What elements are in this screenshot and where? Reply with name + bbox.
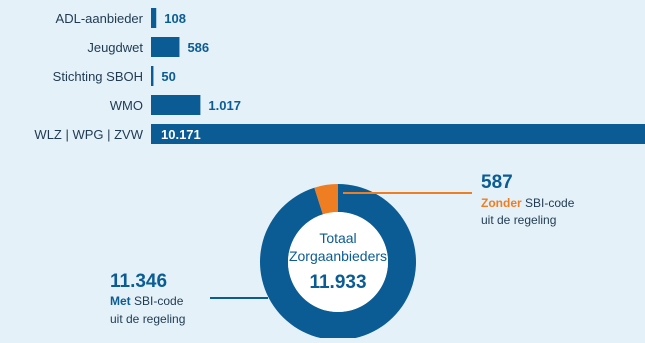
category-label: WMO bbox=[110, 98, 143, 113]
donut-center-line2: Zorgaanbieders bbox=[289, 248, 387, 264]
bar-chart: ADL-aanbieder 108 Jeugdwet 586 Stichting SBO… bbox=[34, 8, 645, 144]
slice-desc2-met: uit de regeling bbox=[110, 312, 185, 326]
category-label: Stichting SBOH bbox=[53, 69, 143, 84]
bar bbox=[151, 95, 201, 115]
donut-chart: Totaal Zorgaanbieders 11.933 587 Zonder … bbox=[110, 172, 575, 341]
slice-desc-rest-met: SBI-code bbox=[131, 294, 184, 308]
slice-desc-met: Met SBI-code bbox=[110, 294, 184, 308]
bar-value-label: 1.017 bbox=[208, 98, 241, 113]
slice-desc2-zonder: uit de regeling bbox=[481, 213, 556, 227]
slice-desc-bold-met: Met bbox=[110, 294, 131, 308]
bar bbox=[151, 8, 157, 28]
bar-value-label: 108 bbox=[164, 11, 186, 26]
donut-hole bbox=[288, 212, 388, 312]
donut-slices bbox=[259, 184, 416, 341]
donut-slice-met bbox=[259, 184, 416, 341]
donut-center-line1: Totaal bbox=[319, 230, 356, 246]
slice-desc-bold-zonder: Zonder bbox=[481, 196, 522, 210]
slice-desc-rest-zonder: SBI-code bbox=[522, 196, 575, 210]
bar bbox=[151, 124, 645, 144]
bar-value-label: 50 bbox=[161, 69, 175, 84]
slice-value-met: 11.346 bbox=[110, 271, 167, 292]
bar-value-label: 586 bbox=[187, 40, 209, 55]
category-label: ADL-aanbieder bbox=[56, 11, 144, 26]
donut-center-value: 11.933 bbox=[309, 272, 366, 293]
slice-desc-zonder: Zonder SBI-code bbox=[481, 196, 575, 210]
bar bbox=[151, 37, 180, 57]
bar bbox=[151, 66, 154, 86]
category-label: WLZ | WPG | ZVW bbox=[34, 127, 143, 142]
category-label: Jeugdwet bbox=[87, 40, 143, 55]
bar-value-label: 10.171 bbox=[161, 127, 201, 142]
donut-slice-zonder bbox=[314, 184, 338, 215]
slice-value-zonder: 587 bbox=[481, 172, 513, 193]
